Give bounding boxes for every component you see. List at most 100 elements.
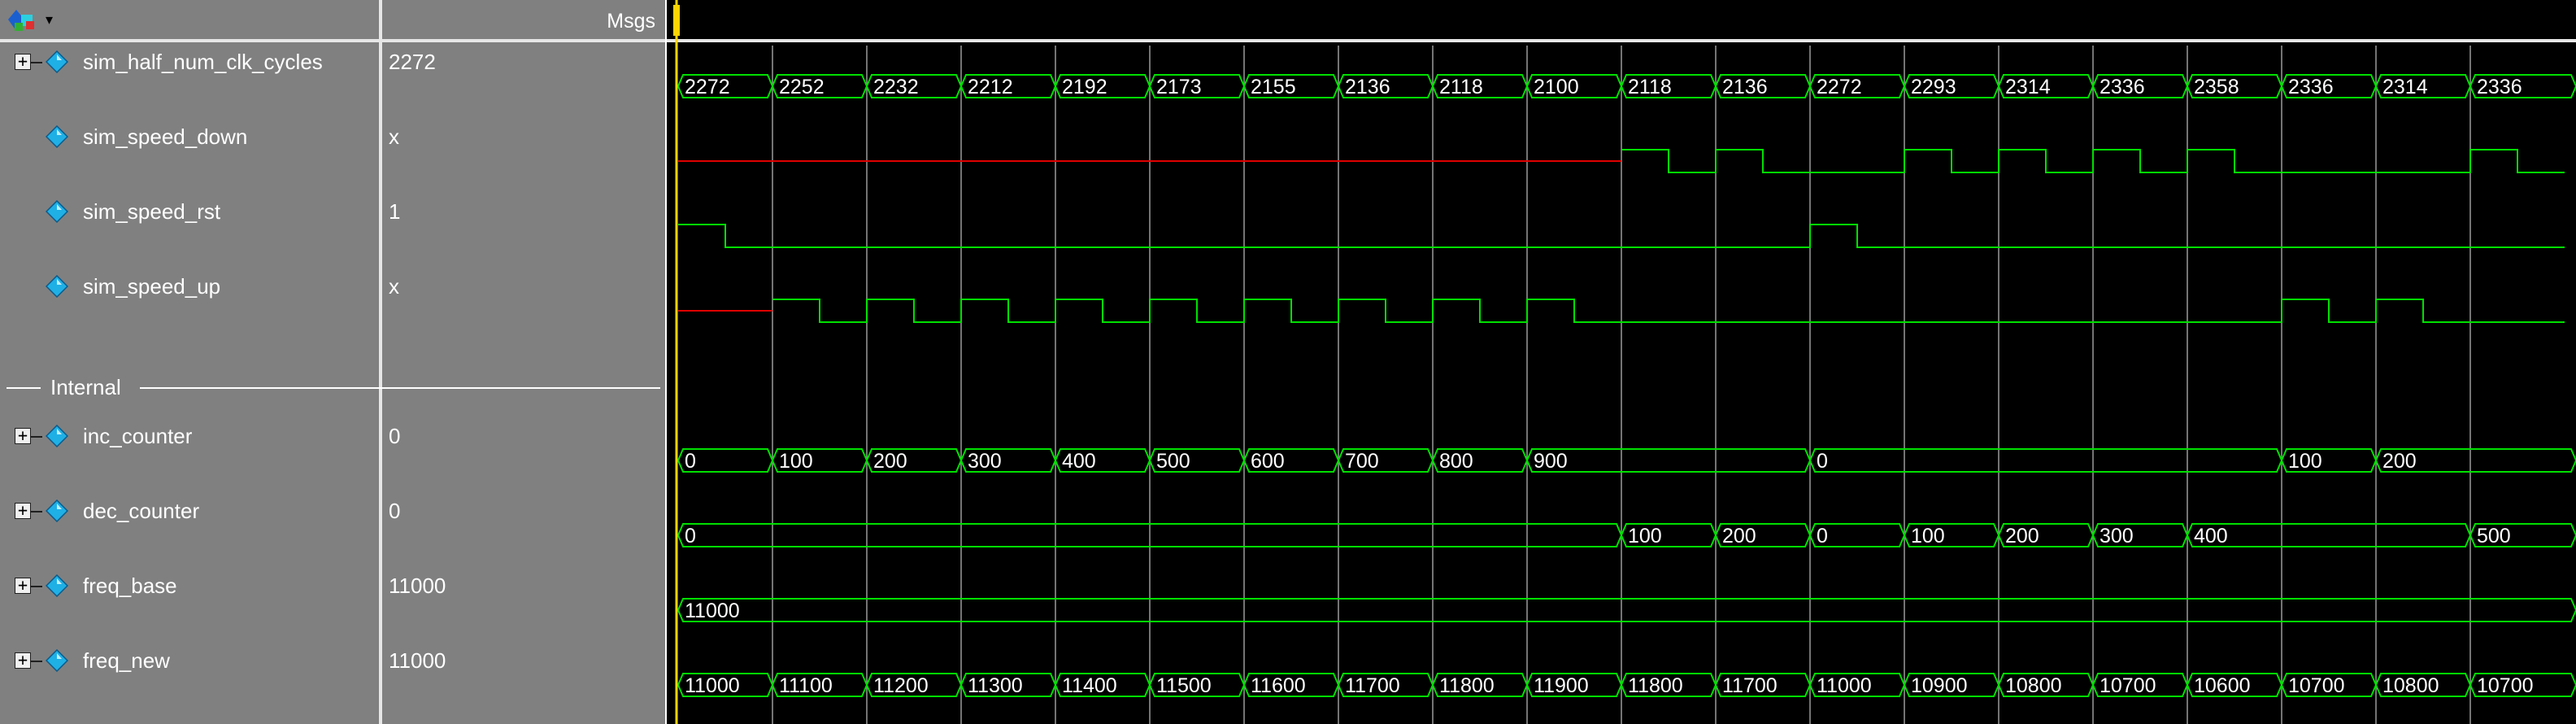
sim-half-num-clk-cycles-bus-top — [1243, 74, 1339, 87]
inc-counter-bus-label: 300 — [968, 450, 1002, 473]
sim-speed-down-wave — [1621, 149, 2565, 173]
signal-row-sim_speed_rst[interactable]: sim_speed_rst — [0, 187, 379, 236]
sim-half-num-clk-cycles-bus-label: 2136 — [1345, 76, 1390, 98]
signal-name: dec_counter — [83, 499, 200, 523]
pane-splitter-1[interactable] — [379, 0, 382, 724]
dec-counter-bus-label: 100 — [1911, 525, 1945, 547]
dec-counter-bus-label: 200 — [1722, 525, 1756, 547]
expand-icon[interactable]: + — [15, 427, 31, 444]
waveform-canvas[interactable]: 2272 2252 2232 2212 2192 2173 2155 2136 2118 2100… — [667, 0, 2576, 724]
wave-window-menu-icon[interactable] — [7, 7, 46, 36]
freq-new-bus-bottom — [1715, 684, 1811, 697]
sim-half-num-clk-cycles-bus-bottom — [677, 85, 773, 98]
sim-half-num-clk-cycles-bus-bottom — [1998, 85, 2094, 98]
sim-half-num-clk-cycles-bus-top — [960, 74, 1056, 87]
tree-connector — [31, 661, 42, 662]
signal-value-sim_half_num_clk_cycles: 2272 — [389, 50, 436, 74]
inc-counter-bus-bottom — [960, 460, 1056, 473]
freq-new-bus-bottom — [866, 684, 962, 697]
signal-row-sim_speed_up[interactable]: sim_speed_up — [0, 262, 379, 311]
sim-half-num-clk-cycles-bus-bottom — [1338, 85, 1434, 98]
freq-new-bus-bottom — [1055, 684, 1151, 697]
freq-new-bus-label: 10800 — [2382, 674, 2439, 697]
signal-values-pane: Msgs — [382, 0, 665, 724]
freq-base-bus-top — [677, 598, 2576, 611]
sim-half-num-clk-cycles-bus-top — [772, 74, 868, 87]
signal-row-dec_counter[interactable]: + dec_counter — [0, 486, 379, 535]
sim-half-num-clk-cycles-bus-top — [2375, 74, 2471, 87]
freq-new-bus-top — [1149, 673, 1245, 686]
expand-icon[interactable]: + — [15, 502, 31, 519]
freq-new-bus-bottom — [2281, 684, 2377, 697]
expand-icon[interactable]: + — [15, 53, 31, 70]
signal-value-freq_base: 11000 — [389, 574, 446, 598]
sim-half-num-clk-cycles-bus-top — [1621, 74, 1717, 87]
dec-counter-bus-top — [2092, 523, 2188, 536]
sim-half-num-clk-cycles-bus-bottom — [1904, 85, 1999, 98]
expand-icon[interactable]: + — [15, 577, 31, 594]
dec-counter-bus-top — [677, 523, 1622, 536]
freq-new-bus-bottom — [1432, 684, 1528, 697]
signal-name: freq_base — [83, 574, 177, 598]
expand-icon[interactable]: + — [15, 652, 31, 669]
sim-half-num-clk-cycles-bus-label: 2336 — [2288, 76, 2334, 98]
freq-new-bus-bottom — [960, 684, 1056, 697]
tree-connector — [31, 511, 42, 512]
inc-counter-bus-bottom — [1338, 460, 1434, 473]
waveform-pane[interactable]: 2272 2252 2232 2212 2192 2173 2155 2136 2118 2100… — [667, 0, 2576, 724]
freq-new-bus-top — [1621, 673, 1717, 686]
sim-half-num-clk-cycles-bus-top — [1432, 74, 1528, 87]
inc-counter-bus-top — [2281, 448, 2377, 461]
inc-counter-bus-top — [1338, 448, 1434, 461]
signal-name: sim_half_num_clk_cycles — [83, 50, 323, 74]
signal-row-inc_counter[interactable]: + inc_counter — [0, 412, 379, 460]
sim-half-num-clk-cycles-bus-bottom — [1055, 85, 1151, 98]
diamond-icon — [46, 275, 68, 298]
signal-value-sim_speed_down: x — [389, 124, 399, 149]
sim-half-num-clk-cycles-bus-top — [2092, 74, 2188, 87]
freq-new-bus-label: 11700 — [1345, 674, 1400, 697]
freq-new-bus-bottom — [1998, 684, 2094, 697]
inc-counter-bus-top — [677, 448, 773, 461]
freq-new-bus-top — [2281, 673, 2377, 686]
sim-half-num-clk-cycles-bus-top — [2469, 74, 2576, 87]
signal-value-freq_new: 11000 — [389, 648, 446, 673]
sim-half-num-clk-cycles-bus-label: 2314 — [2382, 76, 2428, 98]
waveform-header — [667, 0, 2576, 42]
tree-connector — [31, 436, 42, 438]
dec-counter-bus-top — [1904, 523, 1999, 536]
signal-row-sim_speed_down[interactable]: sim_speed_down — [0, 112, 379, 161]
freq-new-bus-top — [866, 673, 962, 686]
values-header: Msgs — [382, 0, 665, 42]
freq-new-bus-top — [677, 673, 773, 686]
freq-new-bus-label: 11100 — [779, 674, 833, 697]
freq-new-bus-label: 11000 — [685, 674, 740, 697]
sim-half-num-clk-cycles-bus-bottom — [2375, 85, 2471, 98]
diamond-icon — [46, 50, 68, 73]
menu-dropdown-icon[interactable]: ▾ — [46, 11, 54, 28]
sim-half-num-clk-cycles-bus-bottom — [1809, 85, 1905, 98]
signal-names-pane: ▾ — [0, 0, 379, 724]
diamond-icon — [46, 574, 68, 597]
sim-half-num-clk-cycles-bus-label: 2272 — [685, 76, 730, 98]
pane-splitter-2[interactable] — [665, 0, 668, 724]
inc-counter-bus-bottom — [1526, 460, 1811, 473]
freq-new-bus-top — [1998, 673, 2094, 686]
signal-row-freq_new[interactable]: + freq_new — [0, 636, 379, 685]
dec-counter-bus-label: 0 — [1817, 525, 1828, 547]
freq-new-bus-top — [960, 673, 1056, 686]
inc-counter-bus-top — [772, 448, 868, 461]
sim-half-num-clk-cycles-bus-bottom — [960, 85, 1056, 98]
freq-new-bus-bottom — [1338, 684, 1434, 697]
inc-counter-bus-label: 100 — [779, 450, 813, 473]
dec-counter-bus-label: 500 — [2477, 525, 2511, 547]
dec-counter-bus-label: 200 — [2005, 525, 2039, 547]
sim-half-num-clk-cycles-bus-top — [2187, 74, 2282, 87]
freq-new-bus-bottom — [2375, 684, 2471, 697]
sim-half-num-clk-cycles-bus-label: 2314 — [2005, 76, 2051, 98]
signal-row-freq_base[interactable]: + freq_base — [0, 561, 379, 610]
inc-counter-bus-bottom — [1243, 460, 1339, 473]
signal-row-sim_half_num_clk_cycles[interactable]: + sim_half_num_clk_cycles — [0, 37, 379, 86]
signal-name: sim_speed_down — [83, 124, 248, 149]
sim-half-num-clk-cycles-bus-top — [866, 74, 962, 87]
